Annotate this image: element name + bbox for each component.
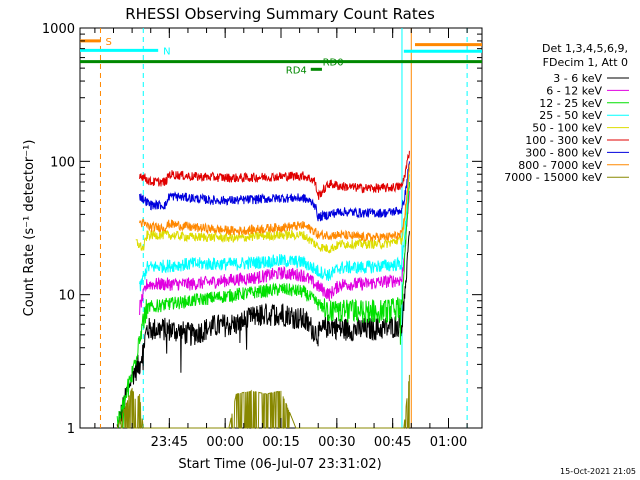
series-line-2 [116,181,410,429]
legend-header-0: Det 1,3,4,5,6,9, [542,42,628,55]
series-line-4 [135,167,410,254]
y-tick-label-3: 1000 [42,22,75,37]
legend-label-5: 100 - 300 keV [525,134,602,147]
legend-label-1: 6 - 12 keV [546,84,602,97]
series-line-7 [139,163,410,244]
y-tick-label-2: 100 [50,155,75,170]
timestamp: 15-Oct-2021 21:05 [560,467,636,476]
annotation-label-0: S [105,37,111,48]
series-line-5 [139,150,410,200]
legend-label-6: 300 - 800 keV [525,146,602,159]
x-tick-label-3: 00:30 [318,435,355,450]
chart-title: RHESSI Observing Summary Count Rates [125,5,435,23]
legend-label-0: 3 - 6 keV [553,72,602,85]
annotations-layer: S N RD0 RD4 [80,37,482,76]
series-line-6 [139,161,410,222]
annotation-label-1: N [163,46,170,57]
series-line-1 [139,190,410,316]
x-tick-label-1: 00:00 [206,435,243,450]
annotation-label-2: RD0 [323,58,344,69]
y-axis-label: Count Rate (s⁻¹ detector⁻¹) [22,140,37,317]
x-axis-label: Start Time (06-Jul-07 23:31:02) [178,457,381,472]
axes-layer: 1 10 100 1000 23:45 00:00 00:15 00:30 00:45 01:00 [42,22,482,450]
legend-label-4: 50 - 100 keV [532,122,602,135]
x-tick-label-2: 00:15 [262,435,299,450]
x-tick-label-4: 00:45 [374,435,411,450]
legend-label-3: 25 - 50 keV [539,109,602,122]
series-line-0 [116,231,410,429]
annotation-label-3: RD4 [286,65,307,76]
legend-header-1: FDecim 1, Att 0 [543,56,628,69]
legend-label-8: 7000 - 15000 keV [504,171,602,184]
series-line-8 [116,374,410,429]
series-line-3 [139,174,410,292]
legend-label-7: 800 - 7000 keV [518,159,602,172]
y-tick-label-0: 1 [67,422,75,437]
legend-label-2: 12 - 25 keV [539,97,602,110]
series-layer [116,150,410,429]
x-tick-label-5: 01:00 [430,435,467,450]
y-tick-label-1: 10 [58,289,75,304]
legend: Det 1,3,4,5,6,9,FDecim 1, Att 0 3 - 6 keV… [504,42,629,184]
x-tick-label-0: 23:45 [151,435,188,450]
